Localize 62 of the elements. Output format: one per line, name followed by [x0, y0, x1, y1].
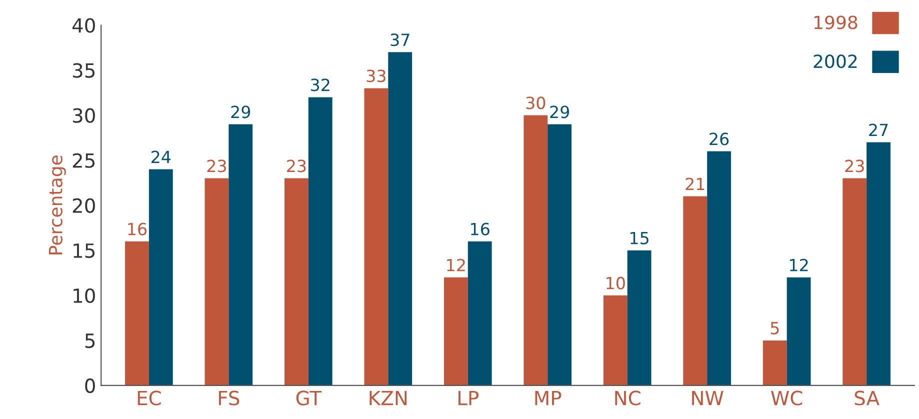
data-label: 12: [447, 258, 465, 272]
y-tick-label: 35: [72, 63, 95, 78]
x-tick-label: SA: [854, 390, 880, 406]
bar: [125, 241, 149, 386]
data-label: 23: [845, 160, 864, 172]
data-label: 23: [287, 160, 306, 172]
data-label: 16: [471, 222, 490, 236]
bar: [148, 169, 173, 386]
data-label: 29: [550, 106, 570, 118]
data-label: 21: [686, 178, 704, 190]
legend-label: 2002: [814, 54, 857, 68]
data-label: 27: [869, 124, 888, 136]
data-label: 15: [630, 232, 648, 244]
data-label: 10: [606, 276, 625, 290]
legend-label: 1998: [814, 16, 858, 30]
x-tick-label: GT: [296, 390, 322, 406]
bar: [468, 241, 492, 386]
y-tick-label: 25: [72, 153, 95, 168]
bar: [707, 151, 732, 386]
x-tick-label: EC: [138, 390, 161, 406]
data-label: 30: [526, 96, 546, 110]
x-tick-label: FS: [218, 390, 240, 406]
data-label: 12: [790, 258, 808, 272]
data-label: 23: [207, 160, 226, 172]
data-label: 37: [390, 34, 410, 46]
y-tick-label: 30: [72, 108, 95, 123]
bar: [524, 115, 548, 386]
bar: [842, 178, 867, 386]
bar: [786, 277, 811, 386]
data-label: 33: [366, 70, 386, 82]
data-label: 16: [128, 222, 147, 236]
bar: [548, 124, 572, 386]
x-tick-label: LP: [458, 390, 478, 406]
y-tick-label: 0: [85, 378, 95, 394]
bar: [228, 124, 253, 386]
y-tick-label: 20: [72, 198, 95, 213]
bar: [762, 340, 787, 386]
data-label: 24: [152, 150, 171, 164]
x-tick-label: NC: [615, 390, 640, 406]
bar: [204, 178, 229, 386]
bar: [284, 178, 308, 386]
bar: [627, 250, 652, 386]
data-label: 32: [311, 78, 330, 92]
y-tick-label: 40: [72, 18, 95, 33]
bar: [866, 142, 890, 386]
x-tick-label: MP: [535, 390, 562, 406]
bar: [683, 196, 708, 386]
bar: [388, 52, 412, 386]
y-axis-title: Percentage: [49, 155, 66, 254]
bar: [444, 277, 468, 386]
data-label: 26: [710, 132, 729, 146]
bar: [603, 295, 628, 386]
x-tick-label: WC: [771, 390, 802, 406]
bar: [308, 97, 332, 386]
bar: [364, 88, 388, 386]
x-tick-label: KZN: [370, 390, 407, 406]
data-label: 5: [770, 322, 779, 334]
y-tick-label: 5: [85, 334, 95, 348]
y-tick-label: 15: [74, 244, 95, 258]
x-tick-label: NW: [692, 390, 724, 406]
data-label: 29: [231, 106, 250, 118]
y-tick-label: 10: [74, 288, 95, 304]
